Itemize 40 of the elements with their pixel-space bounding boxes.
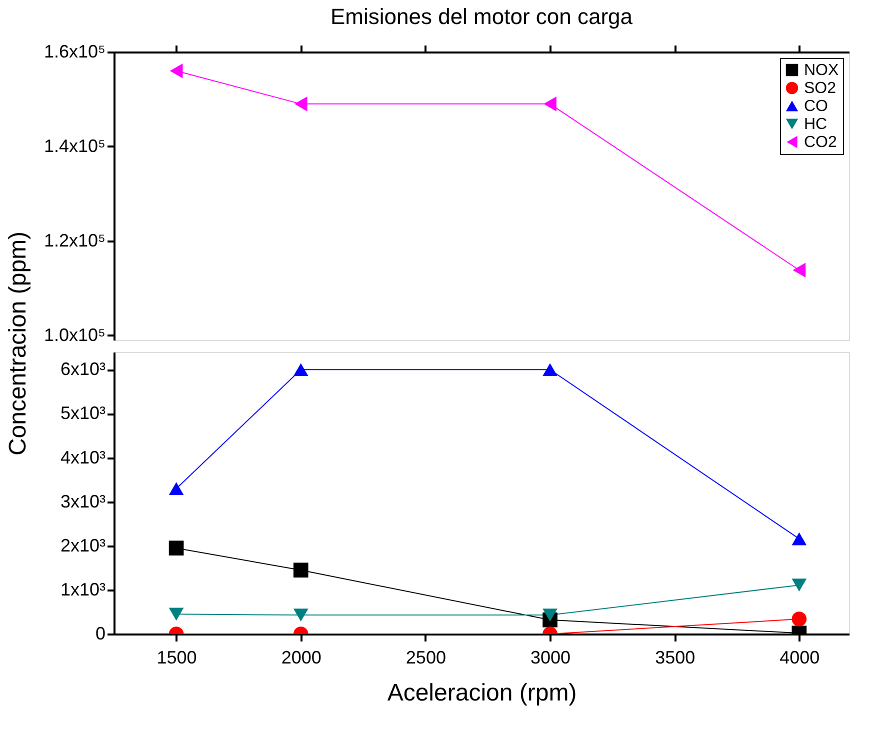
y-tick-label: 1.4x10⁵ [44,136,106,156]
chart-title: Emisiones del motor con carga [330,4,634,29]
legend-label: CO [804,98,828,115]
point [293,608,308,622]
point [792,532,807,546]
point [168,540,184,556]
x-tick-label: 2500 [406,648,446,668]
y-tick-label: 1.2x10⁵ [44,230,106,250]
y-tick-label: 5x10³ [60,403,106,424]
x-tick-label: 3000 [530,648,571,668]
legend-label: HC [804,116,828,133]
point [542,608,558,622]
x-axis-title: Aceleracion (rpm) [387,680,577,706]
x-tick-label: 4000 [780,648,820,668]
point [792,262,806,278]
y-tick-label: 0 [95,624,106,644]
point [294,96,308,112]
point [544,96,556,112]
y-tick-label: 3x10³ [60,491,106,512]
point [293,363,308,376]
point [542,363,558,376]
legend-label: NOX [804,62,839,79]
point [170,63,183,78]
point [792,578,807,592]
point [168,608,184,621]
point [792,612,807,626]
y-tick-label: 2x10³ [60,535,106,556]
legend-label: CO2 [804,134,837,151]
x-tick-label: 3500 [655,648,696,668]
y-tick-label: 4x10³ [60,447,106,468]
y-axis-title: Concentracion (ppm) [4,231,32,456]
y-tick-label: 1x10³ [60,579,106,600]
y-tick-label: 1.6x10⁵ [44,42,106,62]
x-tick-label: 1500 [156,648,197,668]
point [293,562,308,578]
y-tick-label: 1.0x10⁵ [44,324,106,345]
point [168,482,184,496]
legend-label: SO2 [804,80,836,97]
y-tick-label: 6x10³ [60,359,106,380]
x-tick-label: 2000 [281,648,322,668]
